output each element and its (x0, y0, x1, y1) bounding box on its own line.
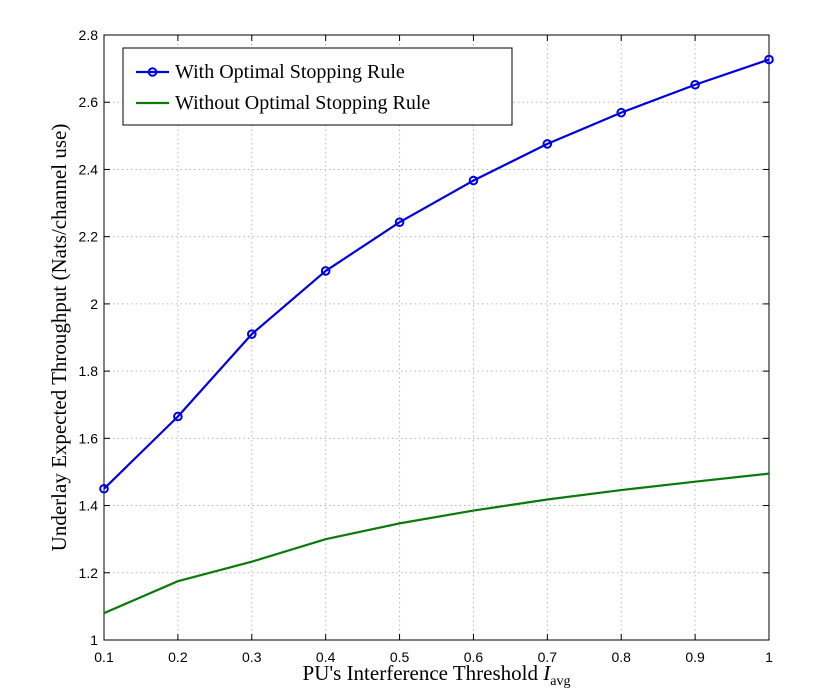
data-point (246, 329, 257, 339)
y-axis-title: Underlay Expected Throughput (Nats/chann… (47, 124, 71, 552)
x-tick-label: 0.6 (464, 649, 484, 665)
legend-marker-with-rule (147, 67, 158, 77)
data-point (173, 411, 183, 422)
data-point (690, 79, 700, 90)
x-tick-label: 0.8 (611, 649, 631, 665)
y-tick-label: 2.2 (79, 229, 99, 245)
x-tick-label: 0.3 (242, 649, 262, 665)
plot-frame (103, 34, 770, 641)
x-tick-label: 0.4 (316, 649, 336, 665)
y-tick-label: 2.8 (79, 27, 99, 43)
legend-box (122, 47, 513, 126)
x-tick-label: 0.9 (685, 649, 705, 665)
data-point (616, 107, 627, 118)
y-tick-label: 1.8 (79, 363, 99, 379)
legend: With Optimal Stopping Rule Without Optim… (122, 47, 513, 126)
series-line-1 (103, 472, 770, 615)
data-point (468, 175, 479, 186)
series-line-0 (103, 58, 770, 490)
x-axis-title-main: PU's Interference Threshold (303, 661, 544, 685)
tick-layer: 0.1 0.2 0.3 0.4 0.5 0.6 0.7 0.8 0.9 1 1 1.2 1.4 1.6 1.… (79, 27, 774, 665)
data-point (394, 217, 405, 228)
x-tick-label: 0.5 (390, 649, 410, 665)
y-tick-label: 1.2 (79, 565, 99, 581)
x-tick-label: 1 (765, 649, 773, 665)
y-tick-label: 1 (90, 632, 98, 648)
y-tick-label: 1.4 (79, 498, 99, 514)
x-axis-title-math: I (542, 661, 551, 685)
data-point (99, 483, 109, 494)
x-axis-title: PU's Interference Threshold Iavg (303, 661, 571, 689)
y-tick-label: 2 (90, 296, 98, 312)
x-tick-label: 0.1 (94, 649, 114, 665)
x-axis-title-subscript: avg (550, 674, 570, 689)
data-point (764, 54, 774, 65)
data-point (320, 266, 331, 276)
legend-label-with-rule: With Optimal Stopping Rule (175, 61, 405, 83)
grid-layer (104, 35, 769, 640)
x-tick-label: 0.7 (538, 649, 558, 665)
y-tick-label: 2.4 (79, 161, 99, 177)
data-point (542, 139, 553, 149)
legend-label-without-rule: Without Optimal Stopping Rule (175, 92, 430, 114)
x-tick-label: 0.2 (168, 649, 188, 665)
series-layer (99, 54, 774, 615)
y-tick-label: 2.6 (79, 94, 99, 110)
y-tick-label: 1.6 (79, 430, 99, 446)
